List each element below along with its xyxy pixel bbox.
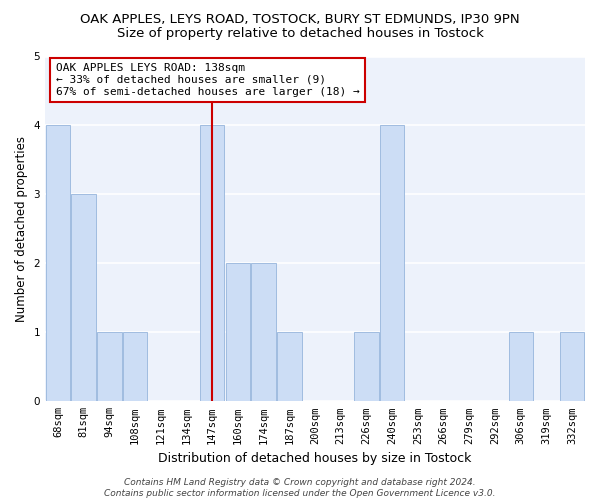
Bar <box>200 126 224 402</box>
Text: Contains HM Land Registry data © Crown copyright and database right 2024.
Contai: Contains HM Land Registry data © Crown c… <box>104 478 496 498</box>
Bar <box>509 332 533 402</box>
Text: OAK APPLES LEYS ROAD: 138sqm
← 33% of detached houses are smaller (9)
67% of sem: OAK APPLES LEYS ROAD: 138sqm ← 33% of de… <box>56 64 359 96</box>
Bar <box>380 126 404 402</box>
Bar <box>123 332 147 402</box>
Y-axis label: Number of detached properties: Number of detached properties <box>15 136 28 322</box>
Bar <box>251 264 276 402</box>
Bar <box>277 332 302 402</box>
Bar <box>226 264 250 402</box>
Bar <box>71 194 96 402</box>
X-axis label: Distribution of detached houses by size in Tostock: Distribution of detached houses by size … <box>158 452 472 465</box>
Bar <box>560 332 584 402</box>
Bar <box>97 332 122 402</box>
Text: Size of property relative to detached houses in Tostock: Size of property relative to detached ho… <box>116 28 484 40</box>
Text: OAK APPLES, LEYS ROAD, TOSTOCK, BURY ST EDMUNDS, IP30 9PN: OAK APPLES, LEYS ROAD, TOSTOCK, BURY ST … <box>80 12 520 26</box>
Bar <box>46 126 70 402</box>
Bar <box>354 332 379 402</box>
